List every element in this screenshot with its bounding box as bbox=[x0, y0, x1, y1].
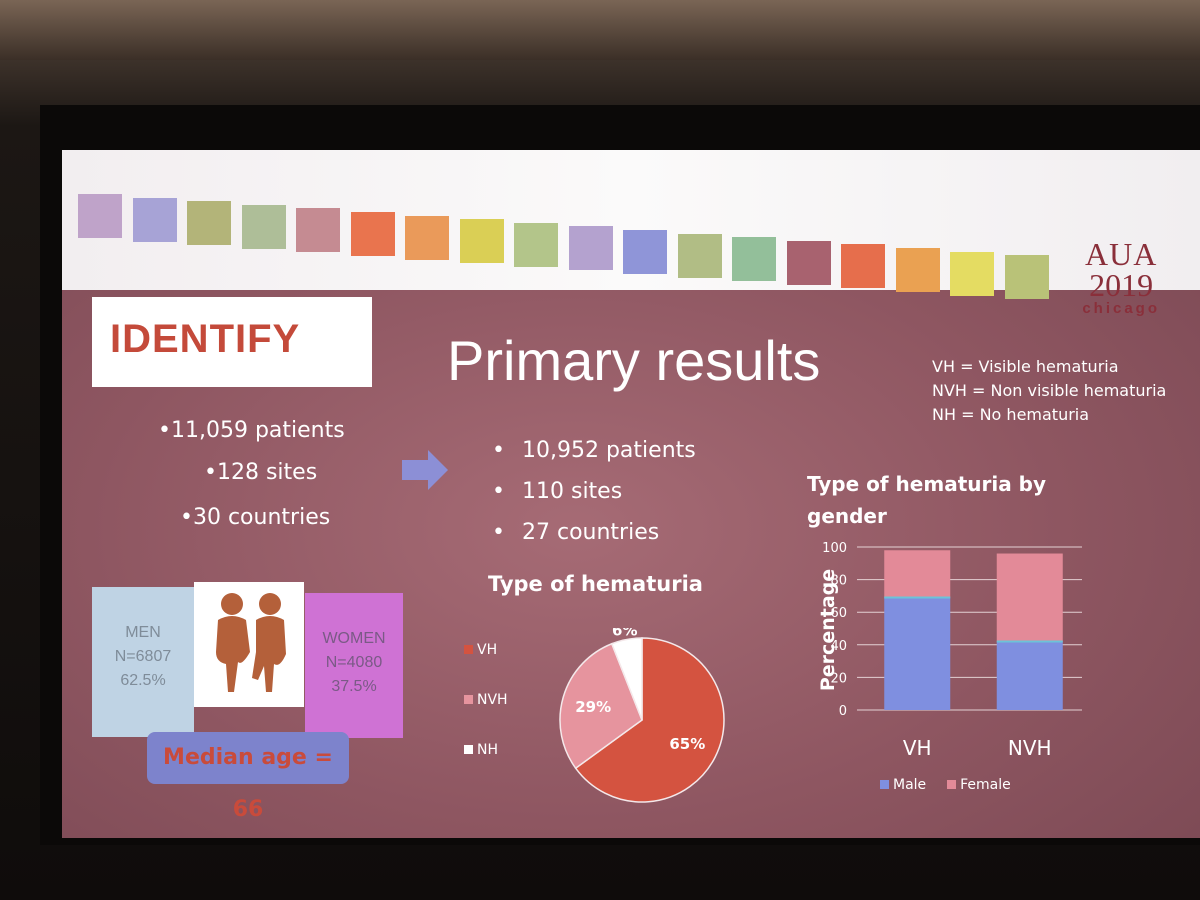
y-tick-label: 100 bbox=[822, 541, 847, 556]
women-count: N=4080 bbox=[325, 654, 383, 671]
y-tick-label: 60 bbox=[830, 606, 847, 621]
bar-segment-male-nvh bbox=[996, 641, 1063, 710]
hematuria-pie-chart: 65% 29% 6% bbox=[559, 628, 725, 803]
y-tick-label: 40 bbox=[830, 639, 847, 654]
color-square bbox=[350, 212, 395, 256]
definition-nvh: NVH = Non visible hematuria bbox=[932, 381, 1167, 400]
color-square bbox=[187, 201, 231, 246]
x-category-label: NVH bbox=[1008, 736, 1052, 760]
color-square bbox=[241, 204, 286, 249]
color-square bbox=[296, 208, 340, 253]
people-icon bbox=[216, 593, 286, 692]
color-square bbox=[1004, 255, 1049, 300]
legend-item-nh: NH bbox=[464, 742, 508, 792]
color-square bbox=[78, 194, 122, 238]
restroom-people-icon bbox=[194, 582, 304, 707]
color-square bbox=[950, 251, 994, 296]
bar-segment-female-nvh bbox=[996, 553, 1063, 642]
bar-chart-legend: Male Female bbox=[880, 777, 1011, 793]
list-item: • 110 sites bbox=[492, 479, 696, 520]
color-square bbox=[568, 226, 613, 271]
identify-logo-text: IDENТIFY bbox=[110, 317, 301, 361]
women-percent: 37.5% bbox=[331, 678, 377, 695]
pie-slice-nh bbox=[610, 637, 643, 721]
men-label: MEN bbox=[125, 624, 161, 641]
color-square bbox=[514, 222, 558, 267]
pie-slice-vh bbox=[574, 637, 725, 803]
color-square bbox=[841, 244, 885, 289]
primary-sites-stat: 110 sites bbox=[522, 479, 623, 504]
color-square bbox=[132, 197, 177, 242]
primary-patients-stat: 10,952 patients bbox=[522, 438, 696, 463]
y-tick-label: 0 bbox=[839, 704, 847, 719]
women-demographics-box: WOMEN N=4080 37.5% bbox=[305, 593, 403, 738]
men-demographics-box: MEN N=6807 62.5% bbox=[92, 587, 194, 737]
presentation-slide: AUA 2019 chicago IDENТIFY Primary result… bbox=[62, 150, 1200, 838]
pie-data-label-vh: 65% bbox=[669, 735, 705, 753]
men-percent: 62.5% bbox=[120, 672, 166, 689]
room-ceiling bbox=[0, 0, 1200, 60]
bullet: • bbox=[492, 479, 505, 504]
legend-label-vh: VH bbox=[477, 642, 498, 658]
bar-segment-male-vh bbox=[884, 597, 951, 710]
logo-year-text: 2019 bbox=[1089, 267, 1154, 303]
primary-countries-stat: 27 countries bbox=[522, 520, 660, 545]
bullet: • bbox=[492, 438, 505, 463]
legend-key-male bbox=[880, 780, 889, 789]
median-age-badge: Median age = 66 bbox=[147, 732, 349, 822]
pie-data-label-nvh: 29% bbox=[575, 698, 611, 716]
definition-vh: VH = Visible hematuria bbox=[932, 357, 1119, 376]
legend-label-male: Male bbox=[893, 777, 927, 793]
bar-chart-title: Type of hematuria by gender bbox=[807, 472, 1047, 528]
y-tick-label: 80 bbox=[830, 574, 847, 589]
aua-2019-logo: AUA 2019 chicago bbox=[1082, 238, 1160, 317]
right-arrow-icon bbox=[402, 450, 448, 490]
y-axis-label: Percentage bbox=[817, 569, 839, 691]
bullet: • bbox=[492, 520, 505, 545]
color-square bbox=[732, 237, 776, 282]
color-square bbox=[459, 219, 504, 264]
slide-title: Primary results bbox=[447, 329, 821, 392]
median-age-text: Median age = 66 bbox=[163, 745, 333, 822]
color-square bbox=[405, 215, 449, 260]
pie-chart-legend: VH NVH NH bbox=[464, 642, 508, 792]
color-square bbox=[677, 233, 722, 278]
pie-data-label-nh: 6% bbox=[612, 628, 637, 640]
abbreviation-definitions: VH = Visible hematuria NVH = Non visible… bbox=[932, 355, 1166, 427]
legend-key-nvh bbox=[464, 695, 473, 704]
logo-city-text: chicago bbox=[1082, 300, 1160, 317]
legend-label-nh: NH bbox=[477, 742, 498, 758]
pie-slice-nvh bbox=[559, 642, 643, 770]
color-square bbox=[623, 230, 667, 274]
list-item: • 27 countries bbox=[492, 520, 696, 561]
legend-item-nvh: NVH bbox=[464, 692, 508, 742]
legend-label-nvh: NVH bbox=[477, 692, 508, 708]
identify-study-logo: IDENТIFY bbox=[92, 297, 372, 387]
logo-aua-text: AUA bbox=[1084, 236, 1158, 272]
definition-nh: NH = No hematuria bbox=[932, 405, 1090, 424]
list-item: • 10,952 patients bbox=[492, 438, 696, 479]
bar-segment-female-vh bbox=[884, 550, 951, 598]
legend-key-vh bbox=[464, 645, 473, 654]
primary-results-list: • 10,952 patients • 110 sites • 27 countrie… bbox=[492, 438, 696, 561]
enrolled-sites-stat: •128 sites bbox=[204, 460, 318, 485]
women-label: WOMEN bbox=[322, 630, 386, 647]
enrolled-countries-stat: •30 countries bbox=[180, 505, 331, 530]
legend-label-female: Female bbox=[960, 777, 1011, 793]
x-category-label: VH bbox=[903, 736, 932, 760]
legend-item-vh: VH bbox=[464, 642, 508, 692]
pie-chart-title: Type of hematuria bbox=[488, 572, 703, 596]
legend-key-nh bbox=[464, 745, 473, 754]
color-square bbox=[786, 240, 831, 285]
men-count: N=6807 bbox=[114, 648, 172, 665]
legend-key-female bbox=[947, 780, 957, 789]
color-square bbox=[895, 248, 940, 292]
y-tick-label: 20 bbox=[830, 671, 847, 686]
enrolled-patients-stat: •11,059 patients bbox=[158, 418, 345, 443]
